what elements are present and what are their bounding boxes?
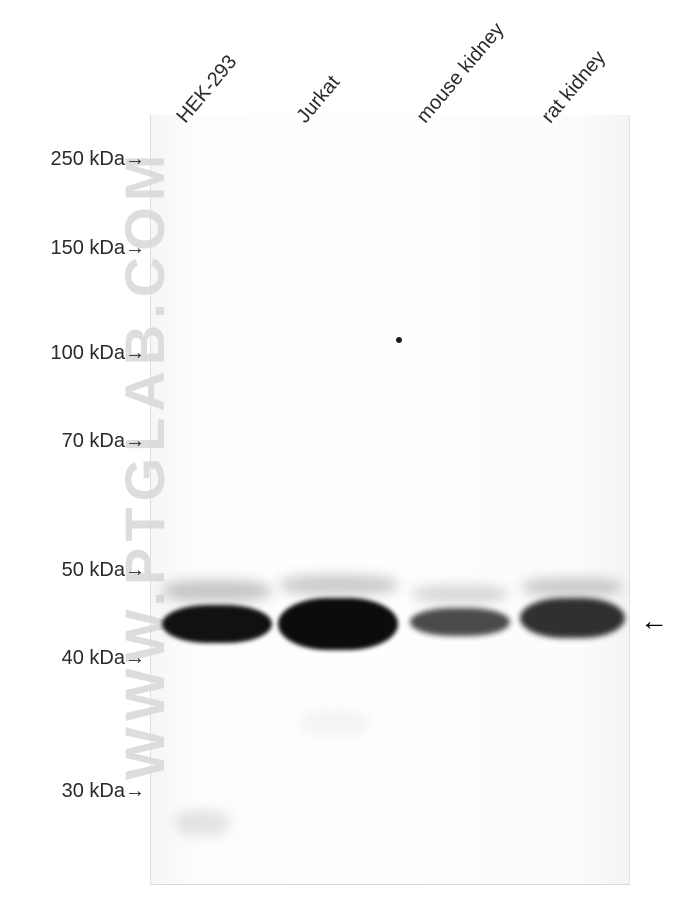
band-smear — [175, 810, 230, 836]
marker-label: 150 kDa→ — [5, 237, 145, 260]
protein-band — [410, 608, 510, 636]
band-smear — [280, 575, 398, 595]
marker-label: 30 kDa→ — [5, 780, 145, 803]
marker-label: 40 kDa→ — [5, 647, 145, 670]
band-smear — [300, 710, 370, 736]
marker-label: 250 kDa→ — [5, 148, 145, 171]
blot-membrane — [150, 115, 630, 885]
arrow-indicator-icon: ← — [640, 605, 668, 637]
figure-container: WWW.PTGLAB.COM HEK-293 Jurkat mouse kidn… — [0, 0, 700, 903]
band-smear — [412, 585, 508, 603]
protein-band — [162, 605, 272, 643]
marker-label: 100 kDa→ — [5, 342, 145, 365]
band-smear — [163, 580, 271, 602]
protein-band — [278, 598, 398, 650]
artifact-speck — [396, 337, 402, 343]
lane-label: mouse kidney — [412, 19, 509, 128]
marker-label: 50 kDa→ — [5, 559, 145, 582]
band-smear — [522, 578, 622, 596]
protein-band — [520, 598, 625, 638]
marker-label: 70 kDa→ — [5, 430, 145, 453]
